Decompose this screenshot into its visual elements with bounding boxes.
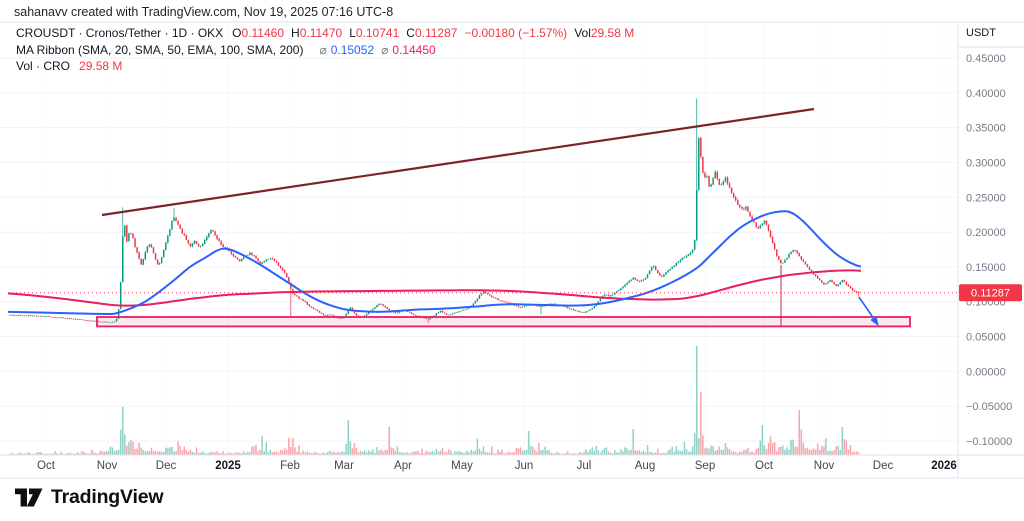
volume-value: Vol29.58 M [574,26,635,40]
axis-currency-label: USDT [966,27,996,39]
trendline-drawing[interactable] [101,107,815,217]
time-tick-label: Apr [394,460,412,472]
price-tick-label: 0.35000 [966,123,1006,135]
tradingview-logo-text: TradingView [51,486,164,508]
low-value: L0.10741 [349,26,400,40]
volume-row-value: 29.58 M [79,59,123,73]
ma-fast-line [7,210,862,316]
legend-volume-row[interactable]: Vol · CRO 29.58 M [16,59,641,73]
pane-borders [0,21,1024,479]
chart-canvas[interactable]: USDT 0.45000 0.40000 0.35000 0.30000 0.25000 0… [0,0,1024,480]
ma-slow-line [7,269,862,307]
time-tick-label: Jun [515,460,534,472]
attribution-text: sahanavv created with TradingView.com, N… [14,5,394,19]
price-tick-label: −0.05000 [966,401,1012,413]
ma-fast-value: 0.15052 [330,42,375,57]
grid-lines [0,22,958,455]
time-tick-label: Oct [755,460,774,472]
time-tick-label: Dec [873,460,894,472]
ma-slow-value: 0.14450 [392,42,436,57]
price-tick-label: 0.00000 [966,366,1006,378]
price-tick-label: 0.20000 [966,227,1006,239]
candlestick-series [9,98,860,323]
close-value: C0.11287 [406,26,458,40]
legend-symbol-row[interactable]: CROUSDT · Cronos/Tether · 1D · OKX O0.11… [16,26,641,40]
price-axis[interactable]: USDT 0.45000 0.40000 0.35000 0.30000 0.25000 0… [966,27,1012,448]
time-tick-label: May [451,460,473,472]
change-value: −0.00180 (−1.57%) [464,26,568,40]
tradingview-logo[interactable]: TradingView [14,486,164,509]
time-tick-label: Nov [97,460,118,472]
ma-ribbon-title: MA Ribbon (SMA, 20, SMA, 50, EMA, 100, S… [16,42,304,57]
high-value: H0.11470 [291,26,343,40]
open-value: O0.11460 [232,26,285,40]
price-tick-label: 0.25000 [966,192,1006,204]
time-tick-label: 2026 [931,460,957,472]
time-tick-label: Mar [334,460,354,472]
price-tick-label: 0.05000 [966,332,1006,344]
chart-pane[interactable]: USDT 0.45000 0.40000 0.35000 0.30000 0.25000 0… [0,0,1024,480]
price-badge: 0.11287 [959,284,1022,302]
price-tick-label: 0.40000 [966,88,1006,100]
average-sign: ⌀ [319,42,327,57]
price-tick-label: 0.45000 [966,53,1006,65]
average-sign: ⌀ [381,42,389,57]
price-badge-label: 0.11287 [971,288,1010,300]
time-tick-label: Feb [280,460,300,472]
time-tick-label: Sep [695,460,715,472]
time-tick-label: Aug [635,460,655,472]
time-tick-label: Nov [814,460,835,472]
time-tick-label: Dec [156,460,177,472]
legend-ma-ribbon-row[interactable]: MA Ribbon (SMA, 20, SMA, 50, EMA, 100, S… [16,43,641,57]
price-tick-label: 0.15000 [966,262,1006,274]
time-tick-label: Jul [577,460,592,472]
tradingview-logo-icon [15,488,43,507]
ma-ribbon-lines [7,210,862,316]
time-tick-label: 2025 [215,460,241,472]
chart-legend: CROUSDT · Cronos/Tether · 1D · OKX O0.11… [16,26,641,76]
support-zone-drawing[interactable] [96,316,911,328]
time-tick-label: Oct [37,460,56,472]
volume-row-title: Vol · CRO [16,59,71,73]
symbol-title: CROUSDT · Cronos/Tether · 1D · OKX [16,26,224,40]
volume-series [9,346,860,455]
price-tick-label: 0.30000 [966,158,1006,170]
down-arrow-drawing[interactable] [858,296,879,327]
price-tick-label: −0.10000 [966,436,1012,448]
time-axis[interactable]: Oct Nov Dec 2025 Feb Mar Apr May Jun Jul Aug Sep Oct… [37,460,957,472]
